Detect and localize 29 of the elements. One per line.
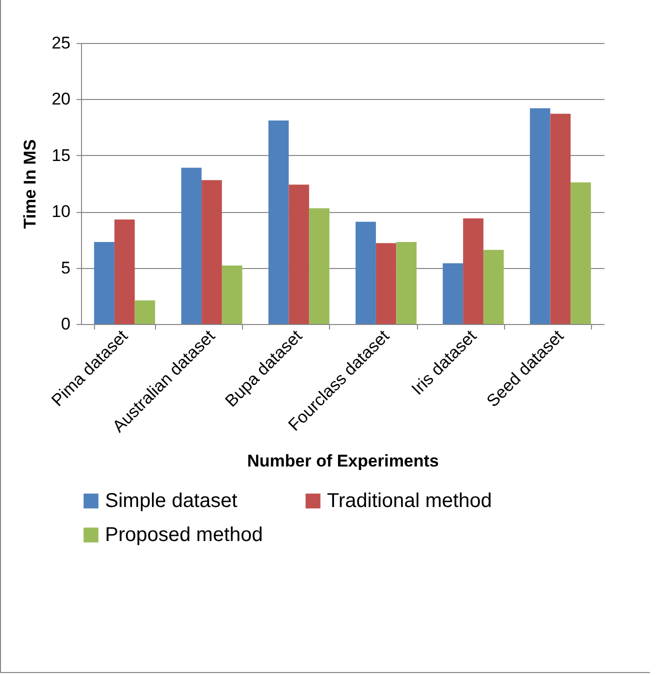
bar xyxy=(356,222,376,324)
legend-label: Proposed method xyxy=(105,524,263,546)
bar xyxy=(309,208,330,324)
bar xyxy=(288,184,310,324)
bar xyxy=(94,242,114,324)
y-tick-label: 15 xyxy=(52,146,70,165)
bar xyxy=(463,218,484,324)
bar xyxy=(550,114,571,324)
bar xyxy=(114,219,135,324)
bar xyxy=(181,168,202,324)
legend-label: Traditional method xyxy=(327,490,492,512)
y-tick-label: 0 xyxy=(61,314,70,334)
bar xyxy=(442,263,464,324)
bar xyxy=(530,108,550,324)
bar xyxy=(134,300,156,324)
y-axis-title: Time In MS xyxy=(20,139,40,229)
y-tick-label: 5 xyxy=(61,258,70,278)
x-axis-title: Number of Experiments xyxy=(247,451,439,470)
bar xyxy=(202,180,222,324)
bar xyxy=(483,250,504,324)
y-tick-label: 20 xyxy=(52,90,70,109)
bar xyxy=(222,266,242,324)
bar xyxy=(396,242,417,324)
y-tick-label: 25 xyxy=(52,34,70,52)
bar xyxy=(376,243,396,324)
bar xyxy=(268,120,289,324)
legend-label: Simple dataset xyxy=(105,490,238,512)
bar xyxy=(570,182,591,324)
y-tick-label: 10 xyxy=(52,202,70,222)
